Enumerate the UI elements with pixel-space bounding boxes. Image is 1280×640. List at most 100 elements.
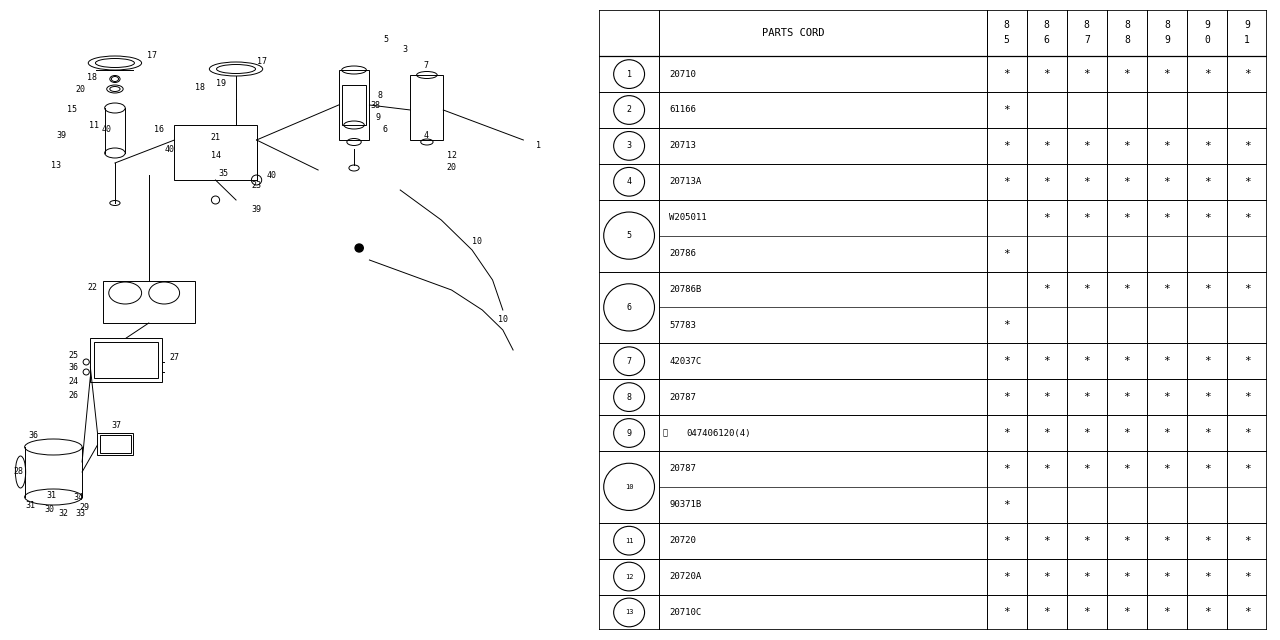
Text: 17: 17: [257, 58, 266, 67]
Text: 5: 5: [627, 231, 631, 240]
Circle shape: [355, 244, 364, 252]
Text: *: *: [1004, 607, 1010, 618]
Text: *: *: [1244, 572, 1251, 582]
Text: 20786: 20786: [669, 249, 696, 258]
Text: *: *: [1164, 392, 1170, 402]
Text: 26: 26: [69, 390, 79, 399]
Text: *: *: [1083, 464, 1091, 474]
Text: 25: 25: [69, 351, 79, 360]
Bar: [95, 342, 157, 378]
Text: *: *: [1043, 356, 1050, 366]
Text: *: *: [1203, 572, 1211, 582]
Text: 40: 40: [268, 170, 276, 179]
Text: *: *: [1244, 284, 1251, 294]
Text: 14: 14: [210, 150, 220, 159]
Text: 8: 8: [1084, 20, 1089, 31]
Text: 8: 8: [1043, 20, 1050, 31]
Text: 10: 10: [625, 484, 634, 490]
Text: *: *: [1244, 536, 1251, 546]
Text: 11: 11: [625, 538, 634, 543]
Text: *: *: [1203, 536, 1211, 546]
Text: *: *: [1043, 69, 1050, 79]
Text: *: *: [1004, 105, 1010, 115]
Text: 10: 10: [472, 237, 483, 246]
Text: *: *: [1043, 572, 1050, 582]
Text: 17: 17: [147, 51, 157, 60]
Text: 6: 6: [627, 303, 631, 312]
Text: 7: 7: [1084, 35, 1089, 45]
Text: 20710C: 20710C: [669, 608, 701, 617]
Text: *: *: [1244, 356, 1251, 366]
Text: *: *: [1043, 536, 1050, 546]
Text: 5: 5: [383, 35, 388, 45]
Text: *: *: [1083, 428, 1091, 438]
Text: *: *: [1004, 321, 1010, 330]
Text: 10: 10: [498, 316, 508, 324]
Text: 9: 9: [375, 113, 380, 122]
Text: *: *: [1244, 177, 1251, 187]
Text: *: *: [1244, 607, 1251, 618]
Text: *: *: [1244, 464, 1251, 474]
Text: 13: 13: [625, 609, 634, 616]
Text: 6: 6: [383, 125, 388, 134]
Text: *: *: [1203, 356, 1211, 366]
Text: 15: 15: [67, 106, 77, 115]
Text: *: *: [1004, 536, 1010, 546]
Text: 9: 9: [627, 429, 631, 438]
Text: *: *: [1083, 572, 1091, 582]
Text: 8: 8: [627, 392, 631, 402]
Text: *: *: [1124, 572, 1130, 582]
Text: PARTS CORD: PARTS CORD: [762, 28, 824, 38]
Text: 39: 39: [56, 131, 67, 140]
Text: *: *: [1043, 428, 1050, 438]
Text: 39: 39: [252, 205, 261, 214]
Text: 8: 8: [1124, 20, 1130, 31]
Text: *: *: [1004, 356, 1010, 366]
Text: 18: 18: [87, 74, 97, 83]
Text: *: *: [1164, 284, 1170, 294]
Bar: [174, 125, 256, 180]
Bar: [342, 85, 366, 125]
Text: 7: 7: [424, 61, 429, 70]
Text: 13: 13: [51, 161, 61, 170]
Text: 42037C: 42037C: [669, 356, 701, 365]
Text: *: *: [1244, 392, 1251, 402]
Text: 16: 16: [154, 125, 164, 134]
Text: *: *: [1164, 141, 1170, 151]
Text: *: *: [1164, 464, 1170, 474]
Text: *: *: [1164, 607, 1170, 618]
Text: *: *: [1164, 356, 1170, 366]
Text: 8: 8: [1004, 20, 1010, 31]
Text: 1: 1: [1244, 35, 1251, 45]
Text: *: *: [1043, 464, 1050, 474]
Text: *: *: [1124, 607, 1130, 618]
Text: 8: 8: [1124, 35, 1130, 45]
Text: 12: 12: [447, 150, 457, 159]
Text: 7: 7: [627, 356, 631, 365]
Text: *: *: [1244, 212, 1251, 223]
Text: 8: 8: [378, 90, 383, 99]
Text: 40: 40: [101, 125, 111, 134]
Text: *: *: [1244, 428, 1251, 438]
Text: 20787: 20787: [669, 392, 696, 402]
Text: 5: 5: [1004, 35, 1010, 45]
Text: *: *: [1004, 428, 1010, 438]
Text: *: *: [1004, 572, 1010, 582]
Text: 20720: 20720: [669, 536, 696, 545]
Text: *: *: [1164, 212, 1170, 223]
Text: *: *: [1244, 141, 1251, 151]
Text: 33: 33: [76, 509, 84, 518]
Text: 20787: 20787: [669, 465, 696, 474]
Text: 30: 30: [45, 506, 54, 515]
Bar: [97, 433, 133, 455]
Text: 27: 27: [169, 353, 179, 362]
Text: *: *: [1203, 428, 1211, 438]
Text: *: *: [1124, 69, 1130, 79]
Text: *: *: [1124, 464, 1130, 474]
Text: *: *: [1043, 212, 1050, 223]
Text: *: *: [1004, 177, 1010, 187]
Text: *: *: [1004, 69, 1010, 79]
Text: 28: 28: [14, 467, 23, 477]
Text: 38: 38: [371, 100, 380, 109]
Text: 3: 3: [403, 45, 408, 54]
